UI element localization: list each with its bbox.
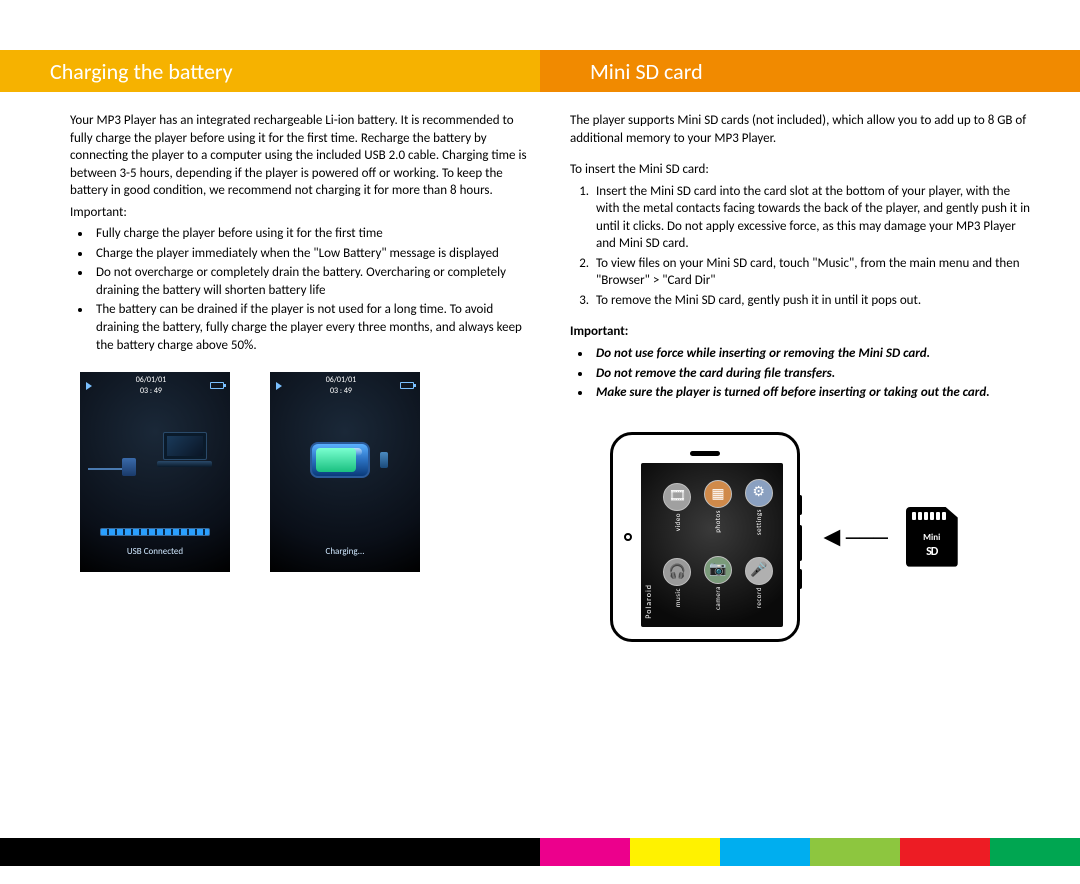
screen2-time: 03 : 49 xyxy=(282,386,400,397)
screen1-caption: USB Connected xyxy=(80,546,230,558)
list-item: To view files on your Mini SD card, touc… xyxy=(592,255,1030,290)
header-right: Mini SD card xyxy=(540,50,1080,92)
header-left-title: Charging the battery xyxy=(50,58,233,85)
sd-label-top: Mini xyxy=(923,532,940,544)
right-column: The player supports Mini SD cards (not i… xyxy=(570,112,1030,642)
list-item: Make sure the player is turned off befor… xyxy=(592,384,1030,402)
arrow-left-icon: ◄─── xyxy=(818,518,888,556)
header-bar: Charging the battery Mini SD card xyxy=(0,50,1080,92)
screen-usb-connected: 06/01/01 03 : 49 USB Connected xyxy=(80,372,230,572)
header-left: Charging the battery xyxy=(0,50,540,92)
footer-stripe xyxy=(630,838,720,866)
list-item: The battery can be drained if the player… xyxy=(92,301,530,354)
footer-color-bar xyxy=(0,838,1080,866)
left-important-label: Important: xyxy=(70,204,530,222)
footer-stripe xyxy=(810,838,900,866)
screen2-caption: Charging... xyxy=(270,546,420,558)
list-item: Do not overcharge or completely drain th… xyxy=(92,264,530,299)
progress-bar xyxy=(100,528,210,536)
app-icon-record: 🎤record xyxy=(740,547,777,619)
list-item: Charge the player immediately when the "… xyxy=(92,245,530,263)
footer-stripe xyxy=(720,838,810,866)
right-intro: The player supports Mini SD cards (not i… xyxy=(570,112,1030,147)
list-item: Do not remove the card during file trans… xyxy=(592,365,1030,383)
mini-sd-card: Mini SD xyxy=(906,507,958,567)
important-block: Important: Do not use force while insert… xyxy=(570,323,1030,401)
left-intro: Your MP3 Player has an integrated rechar… xyxy=(70,112,530,200)
battery-graphic xyxy=(310,442,380,482)
footer-stripe xyxy=(900,838,990,866)
sd-label-bottom: SD xyxy=(926,544,937,560)
app-icon-camera: 📷camera xyxy=(700,547,737,619)
footer-stripe xyxy=(540,838,630,866)
app-icon-photos: ▦photos xyxy=(700,471,737,543)
list-item: Do not use force while inserting or remo… xyxy=(592,345,1030,363)
list-item: Fully charge the player before using it … xyxy=(92,225,530,243)
usb-scene xyxy=(80,432,230,512)
left-bullet-list: Fully charge the player before using it … xyxy=(70,225,530,354)
list-item: Insert the Mini SD card into the card sl… xyxy=(592,183,1030,253)
content-area: Your MP3 Player has an integrated rechar… xyxy=(0,92,1080,642)
battery-icon xyxy=(210,382,224,389)
screen1-date: 06/01/01 xyxy=(92,375,210,386)
app-icon-music: 🎧music xyxy=(659,547,696,619)
mp3-device: Polaroid 🎞video▦photos⚙settings 🎧music📷ca… xyxy=(610,432,800,642)
screenshot-row: 06/01/01 03 : 49 USB Connected xyxy=(80,372,530,572)
battery-icon xyxy=(400,382,414,389)
screen2-date: 06/01/01 xyxy=(282,375,400,386)
right-steps-list: Insert the Mini SD card into the card sl… xyxy=(570,183,1030,310)
device-brand: Polaroid xyxy=(644,584,655,619)
right-important-list: Do not use force while inserting or remo… xyxy=(570,345,1030,402)
header-right-title: Mini SD card xyxy=(590,58,703,85)
app-icon-video: 🎞video xyxy=(659,471,696,543)
list-item: To remove the Mini SD card, gently push … xyxy=(592,292,1030,310)
mp3-screen: Polaroid 🎞video▦photos⚙settings 🎧music📷ca… xyxy=(641,463,783,627)
screen1-time: 03 : 49 xyxy=(92,386,210,397)
device-row: Polaroid 🎞video▦photos⚙settings 🎧music📷ca… xyxy=(610,432,1030,642)
footer-stripe xyxy=(990,838,1080,866)
right-important-label: Important: xyxy=(570,323,1030,341)
screen-charging: 06/01/01 03 : 49 Charging... xyxy=(270,372,420,572)
insert-label: To insert the Mini SD card: xyxy=(570,161,1030,179)
left-column: Your MP3 Player has an integrated rechar… xyxy=(70,112,530,642)
app-icon-settings: ⚙settings xyxy=(740,471,777,543)
